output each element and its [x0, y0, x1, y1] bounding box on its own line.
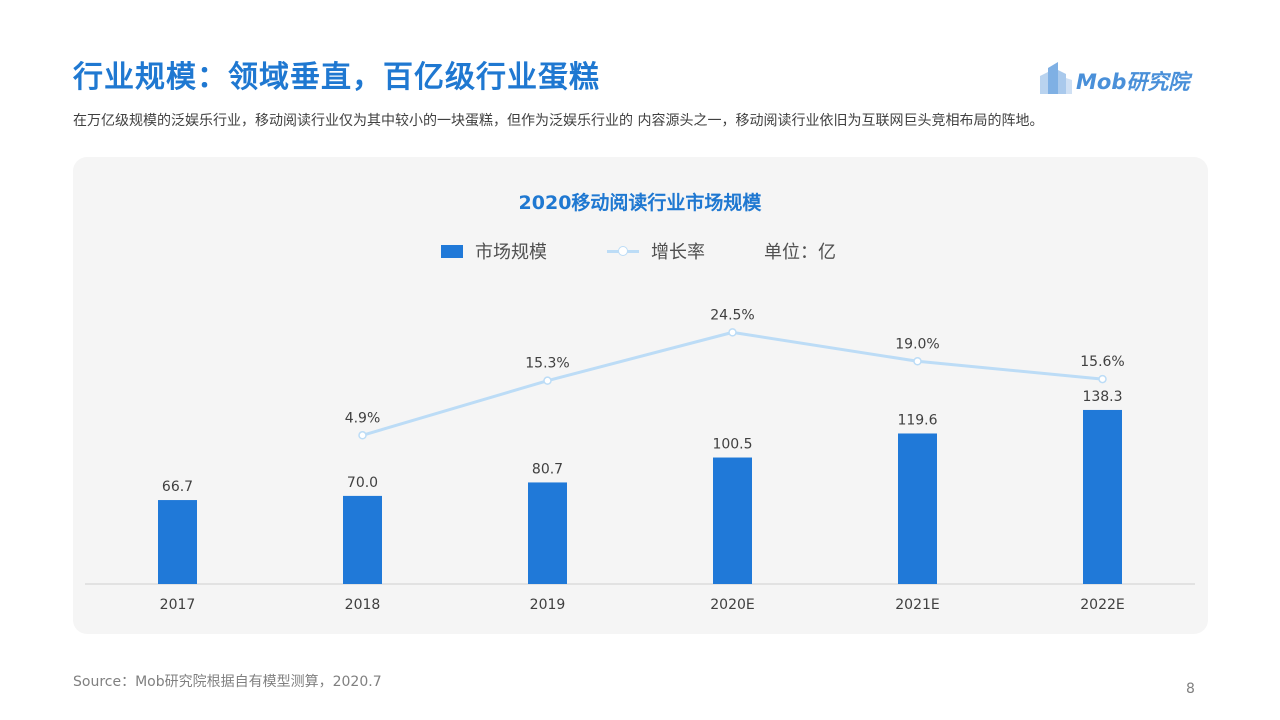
- x-tick-label: 2020E: [710, 597, 754, 613]
- page-number: 8: [1186, 681, 1195, 697]
- mob-logo: Mob研究院: [1036, 60, 1216, 100]
- growth-rate-label: 4.9%: [345, 410, 381, 426]
- growth-rate-point: [358, 431, 367, 440]
- logo-text: Mob研究院: [1076, 70, 1190, 94]
- growth-rate-point: [728, 328, 737, 337]
- chart-panel: [73, 157, 1208, 634]
- bar-value-label: 100.5: [712, 437, 752, 453]
- legend-growth-rate-label: 增长率: [651, 242, 705, 263]
- slide-subtitle: 在万亿级规模的泛娱乐行业，移动阅读行业仅为其中较小的一块蛋糕，但作为泛娱乐行业的…: [73, 113, 1044, 129]
- bar-2020E: [713, 457, 752, 584]
- legend-unit: 单位：亿: [764, 238, 836, 264]
- growth-rate-point: [543, 376, 552, 385]
- x-tick-label: 2018: [345, 597, 381, 613]
- bar-value-label: 138.3: [1082, 389, 1122, 405]
- bar-2019: [528, 482, 567, 584]
- growth-rate-point: [1098, 374, 1107, 384]
- x-tick-label: 2019: [530, 597, 566, 613]
- legend-line-swatch: [607, 245, 639, 257]
- growth-rate-point: [913, 357, 922, 366]
- chart-title: 2020移动阅读行业市场规模: [518, 192, 762, 214]
- growth-rate-label: 24.5%: [710, 307, 754, 323]
- bar-2018: [343, 495, 382, 584]
- bar-2021E: [898, 433, 937, 584]
- growth-rate-line: [362, 330, 1103, 437]
- slide-title: 行业规模：领域垂直，百亿级行业蛋糕: [73, 60, 600, 95]
- bar-value-label: 70.0: [347, 475, 378, 491]
- legend-market-size-label: 市场规模: [475, 242, 547, 263]
- source-note: Source：Mob研究院根据自有模型测算，2020.7: [73, 674, 382, 690]
- growth-rate-label: 15.6%: [1080, 354, 1124, 370]
- unit-note: 单位：亿: [764, 242, 836, 263]
- x-tick-label: 2022E: [1080, 597, 1124, 613]
- bar-value-label: 80.7: [532, 461, 563, 477]
- growth-rate-label: 19.0%: [895, 336, 939, 352]
- bar-2022E: [1083, 409, 1122, 584]
- x-tick-label: 2017: [160, 597, 196, 613]
- legend-bar-swatch: [441, 244, 463, 258]
- bar-value-label: 66.7: [162, 479, 193, 495]
- legend-growth-rate: 增长率: [607, 238, 705, 264]
- logo-buildings-icon: [1040, 62, 1072, 94]
- legend-market-size: 市场规模: [441, 238, 547, 264]
- x-tick-label: 2021E: [895, 597, 939, 613]
- growth-rate-label: 15.3%: [525, 356, 569, 372]
- bar-2017: [158, 500, 197, 584]
- bar-value-label: 119.6: [897, 412, 937, 428]
